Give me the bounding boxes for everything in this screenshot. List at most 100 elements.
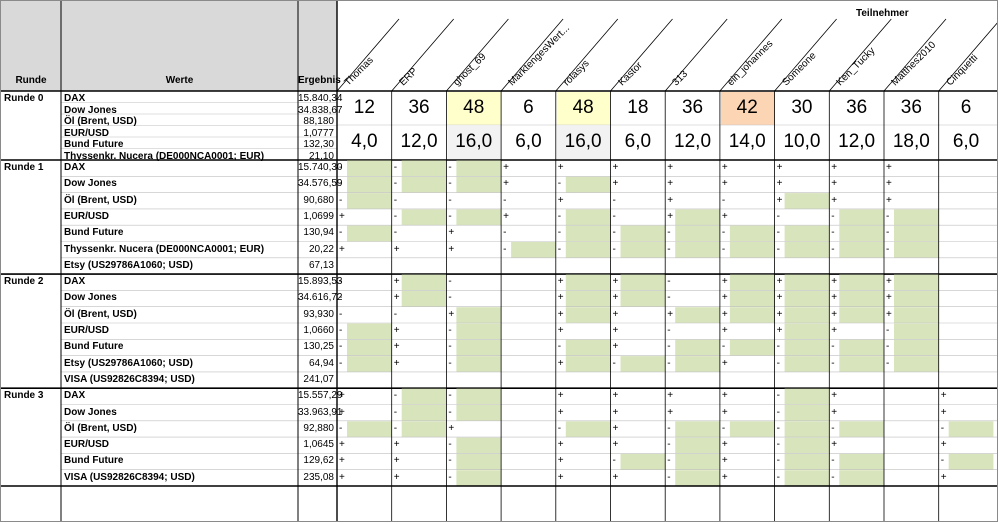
wert-cell[interactable]: Bund Future [64, 455, 124, 467]
tip-cell[interactable] [939, 258, 951, 274]
tip-cell[interactable]: + [612, 341, 619, 353]
tip-cell[interactable]: + [721, 455, 728, 467]
tip-cell[interactable]: - [503, 243, 507, 255]
tip-cell[interactable]: + [940, 439, 947, 451]
tip-cell[interactable]: - [667, 292, 671, 304]
tip-cell[interactable]: - [886, 341, 890, 353]
tip-cell[interactable] [775, 372, 787, 388]
tip-cell[interactable]: - [831, 471, 835, 483]
ergebnis-cell[interactable]: 1,0699 [303, 210, 334, 222]
tip-cell[interactable]: - [557, 243, 562, 255]
ergebnis-cell[interactable]: 15.893,53 [298, 276, 343, 288]
tip-cell[interactable]: - [393, 227, 398, 239]
tip-cell[interactable]: - [776, 455, 780, 467]
wert-cell[interactable]: Dow Jones [64, 178, 117, 190]
tip-cell[interactable]: - [721, 194, 726, 206]
tip-cell[interactable]: + [393, 325, 400, 336]
tip-cell[interactable]: - [886, 325, 890, 336]
tip-cell[interactable]: + [557, 162, 564, 173]
tip-cell[interactable] [611, 258, 623, 274]
tip-cell[interactable]: - [448, 162, 452, 173]
tip-cell[interactable]: + [721, 210, 728, 222]
tip-cell[interactable] [501, 274, 513, 290]
tip-cell[interactable]: + [612, 471, 619, 483]
tip-cell[interactable] [939, 160, 951, 176]
tip-cell[interactable]: + [503, 162, 509, 173]
tip-cell[interactable] [611, 372, 623, 388]
round-label[interactable]: Runde 0 [4, 93, 44, 104]
tip-cell[interactable] [829, 372, 841, 388]
ergebnis-cell[interactable]: 15.840,34 [298, 93, 343, 104]
points-cell[interactable]: 18,0 [892, 131, 930, 152]
tip-cell[interactable]: + [721, 406, 728, 418]
tip-cell[interactable] [501, 323, 513, 339]
tip-cell[interactable]: - [393, 308, 398, 320]
tip-cell[interactable]: - [503, 227, 507, 239]
score-cell[interactable]: 42 [736, 97, 758, 118]
tip-cell[interactable]: + [612, 308, 619, 320]
tip-cell[interactable] [337, 372, 349, 388]
ergebnis-cell[interactable]: 241,07 [303, 373, 334, 385]
ergebnis-cell[interactable]: 67,13 [308, 259, 334, 271]
wert-cell[interactable]: VISA (US92826C8394; USD) [64, 471, 195, 483]
tip-cell[interactable]: + [557, 357, 564, 369]
tip-cell[interactable]: - [557, 227, 562, 239]
tip-cell[interactable]: + [393, 243, 400, 255]
tip-cell[interactable] [939, 274, 951, 290]
points-cell[interactable]: 6,0 [624, 131, 652, 152]
points-cell[interactable]: 6,0 [952, 131, 980, 152]
wert-cell[interactable]: Öl (Brent, USD) [64, 194, 137, 206]
tip-cell[interactable] [884, 421, 896, 437]
tip-cell[interactable]: + [612, 292, 619, 304]
tip-cell[interactable]: - [448, 439, 452, 451]
points-cell[interactable]: 12,0 [674, 131, 712, 152]
tip-cell[interactable]: - [448, 406, 452, 418]
tip-cell[interactable]: - [339, 308, 343, 320]
ergebnis-cell[interactable]: 1,0645 [303, 439, 334, 451]
tip-cell[interactable]: - [612, 243, 616, 255]
tip-cell[interactable]: + [886, 194, 892, 206]
tip-cell[interactable] [939, 323, 951, 339]
tip-cell[interactable]: + [393, 471, 400, 483]
tip-cell[interactable] [446, 372, 458, 388]
tip-cell[interactable]: + [393, 439, 400, 451]
tip-cell[interactable]: - [612, 210, 616, 222]
tip-cell[interactable] [501, 388, 513, 404]
ergebnis-cell[interactable]: 92,880 [303, 422, 334, 434]
ergebnis-cell[interactable]: 130,94 [303, 227, 334, 239]
tip-cell[interactable]: + [667, 178, 674, 190]
tip-cell[interactable]: + [557, 439, 564, 451]
ergebnis-cell[interactable]: 34.616,72 [298, 292, 343, 304]
tip-cell[interactable]: - [831, 243, 835, 255]
tip-cell[interactable]: - [831, 210, 835, 222]
points-cell[interactable]: 10,0 [783, 131, 821, 152]
tip-cell[interactable]: - [339, 276, 343, 288]
tip-cell[interactable]: + [557, 276, 564, 288]
tip-cell[interactable]: + [831, 178, 838, 190]
tip-cell[interactable]: + [721, 471, 728, 483]
wert-cell[interactable]: Etsy (US29786A1060; USD) [64, 357, 193, 369]
tip-cell[interactable]: + [557, 325, 564, 336]
tip-cell[interactable]: + [940, 390, 947, 402]
tip-cell[interactable]: - [776, 406, 780, 418]
tip-cell[interactable]: + [393, 455, 400, 467]
ergebnis-cell[interactable]: 15.740,30 [298, 162, 343, 173]
tip-cell[interactable]: - [448, 455, 452, 467]
tip-cell[interactable]: + [940, 406, 947, 418]
tip-cell[interactable]: + [503, 178, 509, 190]
ergebnis-cell[interactable]: 64,94 [308, 357, 334, 369]
ergebnis-cell[interactable]: 129,62 [303, 455, 334, 467]
points-cell[interactable]: 6,0 [515, 131, 542, 152]
tip-cell[interactable]: - [831, 422, 835, 434]
tip-cell[interactable]: + [393, 276, 400, 288]
tip-cell[interactable]: - [667, 276, 671, 288]
tip-cell[interactable]: - [612, 227, 616, 239]
tip-cell[interactable]: - [667, 422, 671, 434]
tip-cell[interactable]: + [886, 276, 892, 288]
tip-cell[interactable]: + [612, 406, 619, 418]
tip-cell[interactable]: - [612, 357, 616, 369]
tip-cell[interactable]: - [339, 227, 343, 239]
tip-cell[interactable]: - [339, 292, 343, 304]
tip-cell[interactable] [501, 421, 513, 437]
tip-cell[interactable]: + [776, 308, 783, 320]
